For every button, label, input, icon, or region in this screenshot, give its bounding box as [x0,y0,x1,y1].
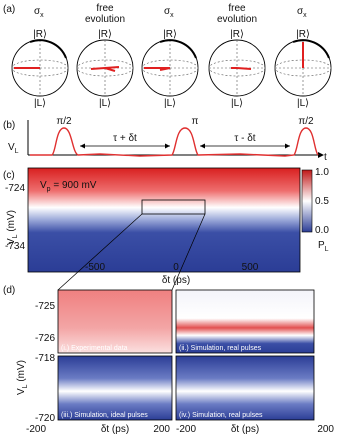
annotation: Vp = 900 mV [40,180,97,193]
state-label: |R⟩ [163,29,177,40]
text-rest: = 900 mV [51,180,97,191]
panel-title: free [96,3,114,14]
text-main: V [6,238,17,245]
pulse-label: π/2 [56,116,72,127]
panel-label: (c) [3,170,15,181]
text-rest: (mV) [6,210,17,234]
subscript: x [303,12,307,19]
y-tick-label: -725 [35,301,55,312]
caption: (iv.) Simulation, real pulses [179,412,263,419]
colorbar-tick-label: 0.0 [315,225,329,236]
caption: (ii.) Simulation, real pulses [179,345,262,352]
caption: (i.) Experimental data [61,345,128,352]
bloch-sphere [76,39,134,97]
text-main: V [40,180,47,191]
axis-label: δt (ps) [231,424,259,435]
text-main: σ [34,6,41,17]
colorbar-label: PL [318,240,329,253]
panel-title: σx [34,6,44,19]
subscript: L [325,246,329,253]
bloch-sphere [141,39,199,97]
subscript: x [170,12,174,19]
x-tick-label: -200 [26,424,46,435]
bloch-sphere [11,39,69,97]
x-tick-label: -500 [85,262,105,273]
text-main: V [8,142,15,153]
x-tick-label: -200 [176,424,196,435]
state-label: |R⟩ [296,29,310,40]
axis-label: δt (ps) [101,424,129,435]
panel-label: (b) [3,120,15,131]
axis-label: VL [8,142,19,155]
y-tick-label: -726 [35,333,55,344]
rotation-arc [292,39,330,59]
state-vector [236,67,252,70]
axis-label: t [324,152,327,163]
pulse-label: π [192,116,199,127]
panel-label: (a) [3,4,15,15]
x-tick-label: 0 [173,262,179,273]
state-label: |L⟩ [99,98,111,109]
state-label: |L⟩ [297,98,309,109]
text-main: P [318,240,325,251]
panel-title: evolution [85,14,125,25]
colorbar-tick-label: 1.0 [315,167,329,178]
y-tick-label: -734 [5,241,25,252]
y-tick-label: -718 [35,353,55,364]
caption: (iii.) Simulation, ideal pulses [61,412,148,419]
y-tick-label: -720 [35,413,55,424]
text-main: σ [297,6,304,17]
text-main: σ [164,6,171,17]
subscript: L [12,234,19,238]
axis-label: δt (ps) [162,275,190,286]
panel-title: σx [164,6,174,19]
panel-title: σx [297,6,307,19]
bloch-sphere [274,39,332,97]
text-rest: (mV) [16,360,27,384]
x-tick-label: 500 [242,262,259,273]
panel-label: (d) [3,285,15,296]
state-vector [104,67,116,72]
state-label: |R⟩ [33,29,47,40]
y-tick-label: -724 [5,183,25,194]
panel-title: free [228,3,246,14]
text-main: V [16,388,27,395]
interval-label: τ + δt [113,133,137,144]
state-label: |R⟩ [98,29,112,40]
axis-label: VL (mV) [16,360,29,395]
state-label: |L⟩ [34,98,46,109]
subscript: L [22,384,29,388]
pulse-label: π/2 [298,116,314,127]
x-tick-label: 200 [317,424,334,435]
interval-label: τ - δt [234,133,255,144]
rotation-arc [29,39,67,59]
state-vector [90,67,106,70]
panel-title: evolution [217,14,257,25]
colorbar-tick-label: 0.5 [315,196,329,207]
bloch-sphere [208,39,266,97]
state-label: |L⟩ [164,98,176,109]
subscript: p [47,186,51,193]
state-vector [159,67,171,71]
axis-label: VL (mV) [6,210,19,245]
rotation-arc [159,39,197,59]
subscript: L [15,148,19,155]
state-label: |L⟩ [231,98,243,109]
layout [27,120,324,421]
state-label: |R⟩ [230,29,244,40]
subscript: x [40,12,44,19]
x-tick-label: 200 [153,424,170,435]
